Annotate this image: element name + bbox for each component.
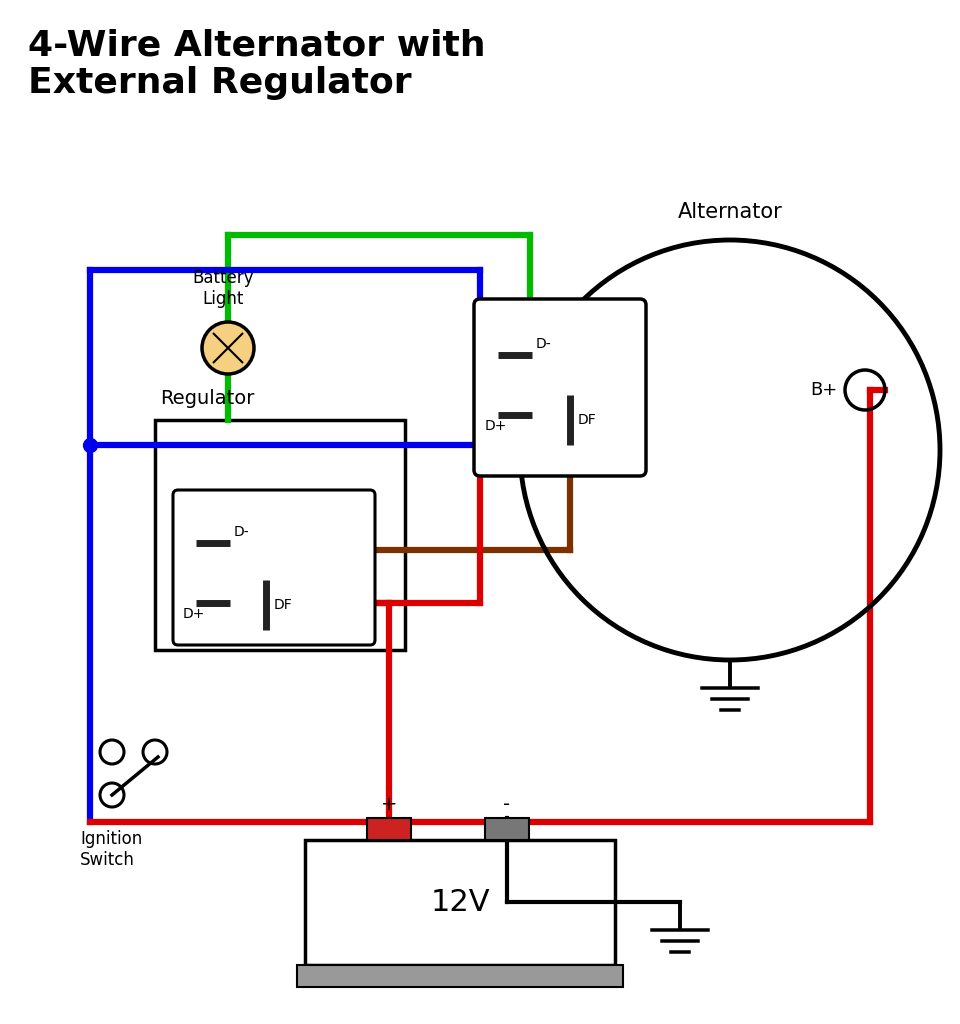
Text: D-: D-	[536, 337, 552, 351]
Circle shape	[202, 322, 254, 374]
Text: DF: DF	[578, 413, 597, 427]
Text: D+: D+	[183, 607, 205, 621]
Text: Battery
Light: Battery Light	[192, 269, 253, 308]
Bar	[367, 818, 411, 840]
FancyBboxPatch shape	[173, 490, 375, 645]
Text: Regulator: Regulator	[160, 389, 254, 408]
Text: D-: D-	[234, 525, 250, 539]
Text: 4-Wire Alternator with: 4-Wire Alternator with	[28, 28, 486, 62]
Bar	[485, 818, 529, 840]
Bar	[155, 420, 405, 650]
Text: 12V: 12V	[430, 888, 490, 918]
Text: DF: DF	[274, 598, 293, 612]
Bar	[297, 965, 623, 987]
Bar	[305, 840, 615, 965]
Text: -: -	[503, 795, 510, 814]
Text: B+: B+	[809, 381, 837, 399]
FancyBboxPatch shape	[474, 299, 646, 476]
Text: +: +	[380, 795, 396, 814]
Text: D+: D+	[485, 419, 508, 433]
Text: External Regulator: External Regulator	[28, 66, 412, 99]
Text: Ignition
Switch: Ignition Switch	[80, 830, 142, 868]
Text: Alternator: Alternator	[678, 202, 782, 222]
